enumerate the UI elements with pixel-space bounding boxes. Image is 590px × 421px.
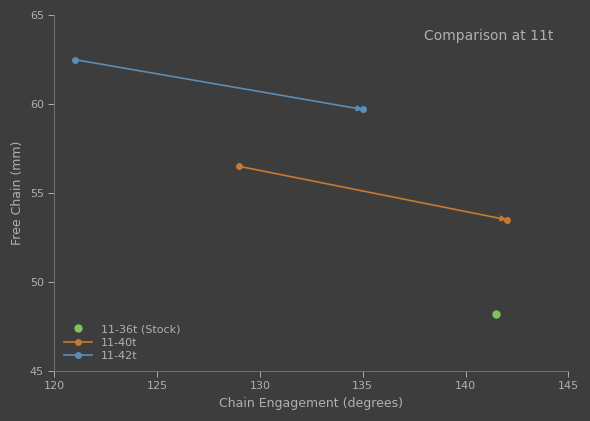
Y-axis label: Free Chain (mm): Free Chain (mm)	[11, 141, 24, 245]
Text: Comparison at 11t: Comparison at 11t	[424, 29, 553, 43]
X-axis label: Chain Engagement (degrees): Chain Engagement (degrees)	[219, 397, 404, 410]
Legend: 11-36t (Stock), 11-40t, 11-42t: 11-36t (Stock), 11-40t, 11-42t	[60, 320, 185, 365]
